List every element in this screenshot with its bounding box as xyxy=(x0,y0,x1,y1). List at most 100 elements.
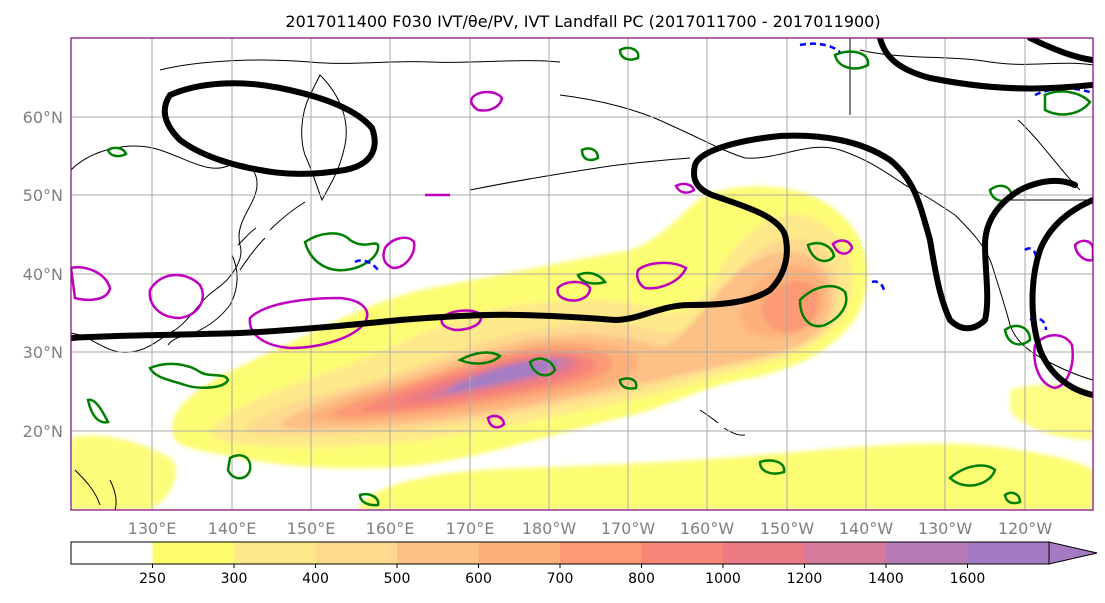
colorbar-tick-label: 500 xyxy=(384,571,411,587)
theta-e-contour xyxy=(457,351,503,365)
pc-contour-nw xyxy=(161,80,378,177)
theta-e-contour xyxy=(528,357,557,377)
colorbar-swatch xyxy=(152,542,235,564)
ivt-1600 xyxy=(445,359,560,393)
pv-contour xyxy=(486,414,506,429)
theta-e-contour xyxy=(1043,90,1092,116)
pv-contours xyxy=(71,90,1093,429)
colorbar-swatch xyxy=(723,542,805,564)
graticule xyxy=(71,38,1093,510)
kamchatka xyxy=(301,74,347,202)
colorbar-extend-arrow xyxy=(1048,541,1098,565)
theta-e-contour xyxy=(1003,324,1032,346)
hawaii xyxy=(699,409,746,436)
theta-e-contour xyxy=(86,398,110,424)
lat-label: 50°N xyxy=(23,186,63,205)
pv-negative-contour xyxy=(354,259,379,271)
philippines xyxy=(74,469,117,510)
lon-label: 180°W xyxy=(522,519,577,538)
colorbar-tick-label: 400 xyxy=(302,571,329,587)
lat-labels: 60°N 50°N 40°N 30°N 20°N xyxy=(23,108,63,441)
colorbar-tick-label: 600 xyxy=(465,571,492,587)
theta-e-contour xyxy=(358,493,380,507)
pv-negative-contour xyxy=(799,42,841,54)
theta-e-contour xyxy=(1003,491,1022,505)
pc-contours xyxy=(71,38,1093,398)
pc-contour-main xyxy=(71,132,1078,341)
theta-e-contours xyxy=(86,46,1092,507)
pc-contour-east xyxy=(1029,197,1093,398)
pv-negative-contour xyxy=(871,280,886,293)
pv-contour xyxy=(1073,239,1093,262)
pv-contour xyxy=(674,182,696,194)
colorbar-tick-label: 1400 xyxy=(868,571,904,587)
pc-contour-ne xyxy=(877,38,1093,92)
ivt-shading xyxy=(71,186,1093,510)
aleutians xyxy=(469,157,691,191)
colorbar-tick-label: 1200 xyxy=(787,571,823,587)
theta-e-contour xyxy=(576,271,608,285)
colorbar-swatch xyxy=(478,542,561,564)
theta-e-contour xyxy=(148,362,230,389)
figure-title: 2017011400 F030 IVT/θe/PV, IVT Landfall … xyxy=(285,12,880,31)
pv-contour xyxy=(556,280,592,302)
theta-e-contour xyxy=(618,46,640,61)
colorbar-swatch xyxy=(967,542,1050,564)
lon-label: 160°W xyxy=(680,519,735,538)
lat-label: 30°N xyxy=(23,343,63,362)
theta-e-contour xyxy=(806,241,836,263)
colorbar-swatch xyxy=(886,542,968,564)
lat-label: 40°N xyxy=(23,265,63,284)
theta-e-contour xyxy=(948,464,997,487)
theta-e-contour xyxy=(226,454,252,480)
lat-label: 60°N xyxy=(23,108,63,127)
lon-label: 140°E xyxy=(208,519,257,538)
lon-label: 170°E xyxy=(446,519,495,538)
pv-contour xyxy=(382,236,416,270)
colorbar-swatch xyxy=(234,542,316,564)
theta-e-contour xyxy=(106,146,128,158)
pv-contour xyxy=(71,266,112,302)
pv-contour xyxy=(636,261,688,290)
kuril-islands xyxy=(239,201,306,271)
asia-coast xyxy=(71,145,258,353)
colorbar-tick-label: 800 xyxy=(628,571,655,587)
ivt-250-east xyxy=(1010,384,1093,440)
lon-label: 120°W xyxy=(998,519,1053,538)
ivt-250-south xyxy=(360,443,1093,510)
colorbar-swatch xyxy=(804,542,887,564)
colorbar-swatch xyxy=(397,542,479,564)
theta-e-contour xyxy=(833,50,870,70)
lon-label: 150°E xyxy=(287,519,336,538)
lon-label: 130°E xyxy=(128,519,177,538)
lon-label: 160°E xyxy=(366,519,415,538)
lon-label: 150°W xyxy=(760,519,815,538)
pv-contour xyxy=(470,90,504,112)
colorbar-tick-label: 250 xyxy=(139,571,166,587)
colorbar-tick-label: 700 xyxy=(547,571,574,587)
theta-e-contour xyxy=(798,284,848,328)
colorbar-tick-label: 300 xyxy=(221,571,248,587)
colorbar: 250 300 400 500 600 700 800 1000 1200 1400 1600 xyxy=(70,541,1098,587)
lon-label: 130°W xyxy=(918,519,973,538)
lon-label: 170°W xyxy=(601,519,656,538)
lat-label: 20°N xyxy=(23,422,63,441)
pv-contour xyxy=(440,309,483,332)
pc-contour-ne-top xyxy=(1027,38,1093,63)
theta-e-contour xyxy=(618,377,638,390)
lon-label: 140°W xyxy=(839,519,894,538)
theta-e-contour xyxy=(580,147,600,162)
map-frame xyxy=(70,37,1094,511)
colorbar-swatch xyxy=(71,542,153,564)
ivt-250-west xyxy=(71,435,177,510)
colorbar-swatch xyxy=(641,542,724,564)
theta-e-contour xyxy=(303,232,380,272)
pv-contour xyxy=(831,239,854,255)
arctic-coast xyxy=(859,49,1093,66)
colorbar-tick-label: 1600 xyxy=(950,571,986,587)
lon-labels: 130°E 140°E 150°E 160°E 170°E 180°W 170°… xyxy=(128,519,1053,538)
theta-e-contour xyxy=(758,459,786,475)
colorbar-tick-label: 1000 xyxy=(705,571,741,587)
pv-contour xyxy=(148,273,205,320)
